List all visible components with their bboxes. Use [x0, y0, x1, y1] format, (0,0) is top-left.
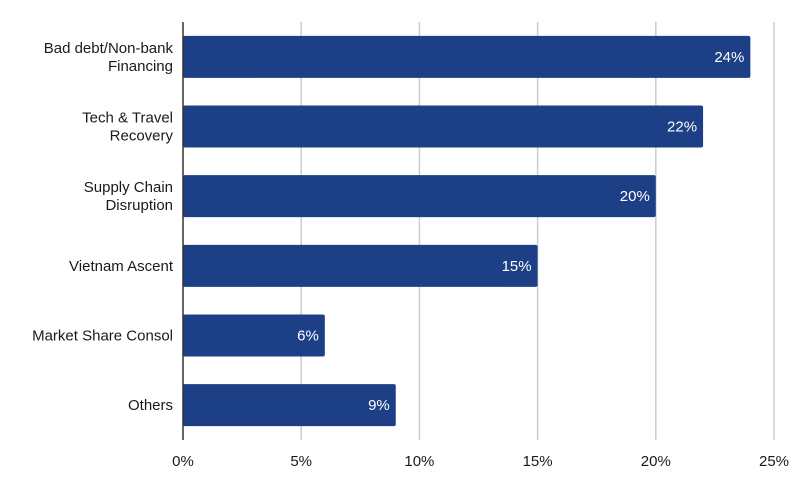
data-label-5: 9%: [368, 397, 390, 414]
bar-4: [183, 314, 325, 357]
bar-1: [183, 105, 704, 148]
category-label-line: Tech & Travel: [82, 110, 173, 127]
category-label-line: Disruption: [105, 197, 173, 214]
category-label-3: Vietnam Ascent: [69, 258, 174, 275]
data-label-4: 6%: [297, 328, 319, 345]
bar-2: [183, 175, 656, 218]
bar-0: [183, 35, 751, 78]
category-label-1: Tech & Travel Recovery: [82, 110, 173, 145]
data-label-1: 22%: [667, 119, 697, 136]
labels: 0% 5% 10% 15% 20% 25% 24% Bad debt/Non-bank Fina…: [32, 40, 789, 470]
x-tick-label-0: 0%: [172, 453, 194, 470]
x-tick-label-20: 20%: [641, 453, 671, 470]
gridlines: [300, 22, 775, 440]
category-label-4: Market Share Consol: [32, 328, 173, 345]
x-tick-label-5: 5%: [290, 453, 312, 470]
category-label-line: Market Share Consol: [32, 328, 173, 345]
category-label-5: Others: [128, 397, 173, 414]
category-label-line: Recovery: [110, 128, 174, 145]
x-tick-label-10: 10%: [404, 453, 434, 470]
data-label-3: 15%: [502, 258, 532, 275]
x-tick-label-25: 25%: [759, 453, 789, 470]
category-label-line: Bad debt/Non-bank: [44, 40, 174, 57]
data-label-2: 20%: [620, 188, 650, 205]
x-tick-label-15: 15%: [523, 453, 553, 470]
category-label-2: Supply Chain Disruption: [84, 179, 173, 214]
bar-5: [183, 384, 396, 427]
data-label-0: 24%: [714, 49, 744, 66]
category-label-line: Others: [128, 397, 173, 414]
category-label-line: Vietnam Ascent: [69, 258, 174, 275]
category-label-line: Supply Chain: [84, 179, 173, 196]
bar-3: [183, 244, 538, 287]
bars: [183, 35, 751, 427]
category-label-line: Financing: [108, 58, 173, 75]
category-label-0: Bad debt/Non-bank Financing: [44, 40, 174, 75]
